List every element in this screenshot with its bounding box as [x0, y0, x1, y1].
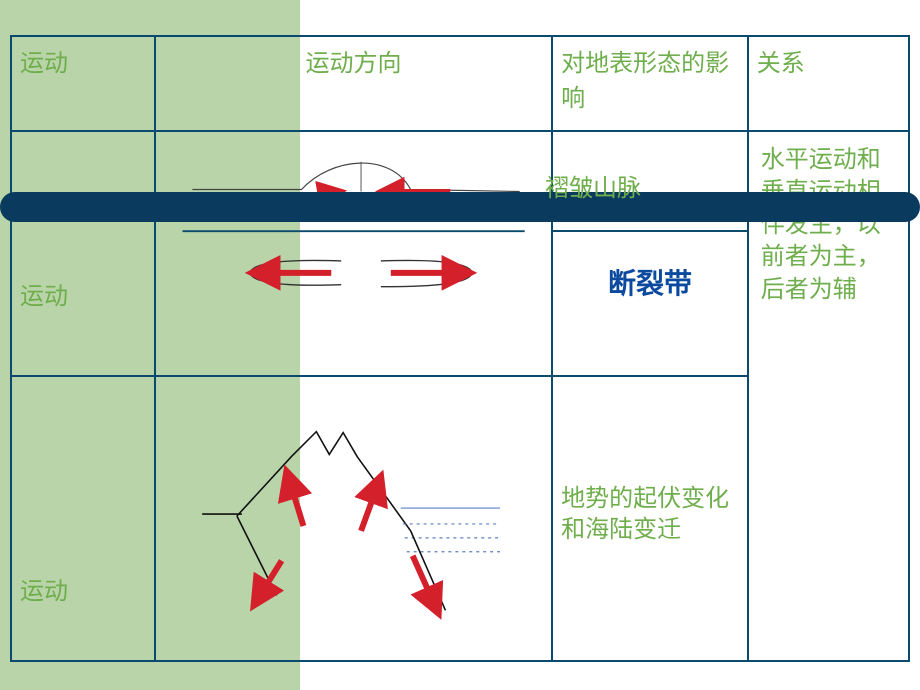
header-relation: 关系	[748, 36, 909, 131]
row-vertical-label: 运动	[11, 376, 155, 661]
header-effect: 对地表形态的影响	[552, 36, 748, 131]
header-direction: 运动方向	[155, 36, 552, 131]
relation-text: 水平运动和垂直运动相伴发生，以前者为主，后者为辅	[757, 138, 900, 312]
horizontal-motion-diagram	[156, 132, 551, 375]
effect-fold-mountain: 褶皱山脉	[545, 168, 641, 203]
header-motion: 运动	[11, 36, 155, 131]
relation-cell: 水平运动和垂直运动相伴发生，以前者为主，后者为辅	[748, 131, 909, 661]
effect-vertical-cell: 地势的起伏变化和海陆变迁	[552, 376, 748, 661]
diagram-vertical-cell	[155, 376, 552, 661]
vertical-motion-diagram	[156, 377, 551, 660]
diagram-horizontal-cell	[155, 131, 552, 376]
slide-content: 运动 运动方向 对地表形态的影响 关系 运动	[10, 35, 910, 660]
effect-fault-zone: 断裂带	[553, 232, 747, 302]
row-horizontal-label: 运动	[11, 131, 155, 376]
motion-table: 运动 运动方向 对地表形态的影响 关系 运动	[10, 35, 910, 662]
effect-uplift: 地势的起伏变化和海陆变迁	[561, 483, 739, 545]
